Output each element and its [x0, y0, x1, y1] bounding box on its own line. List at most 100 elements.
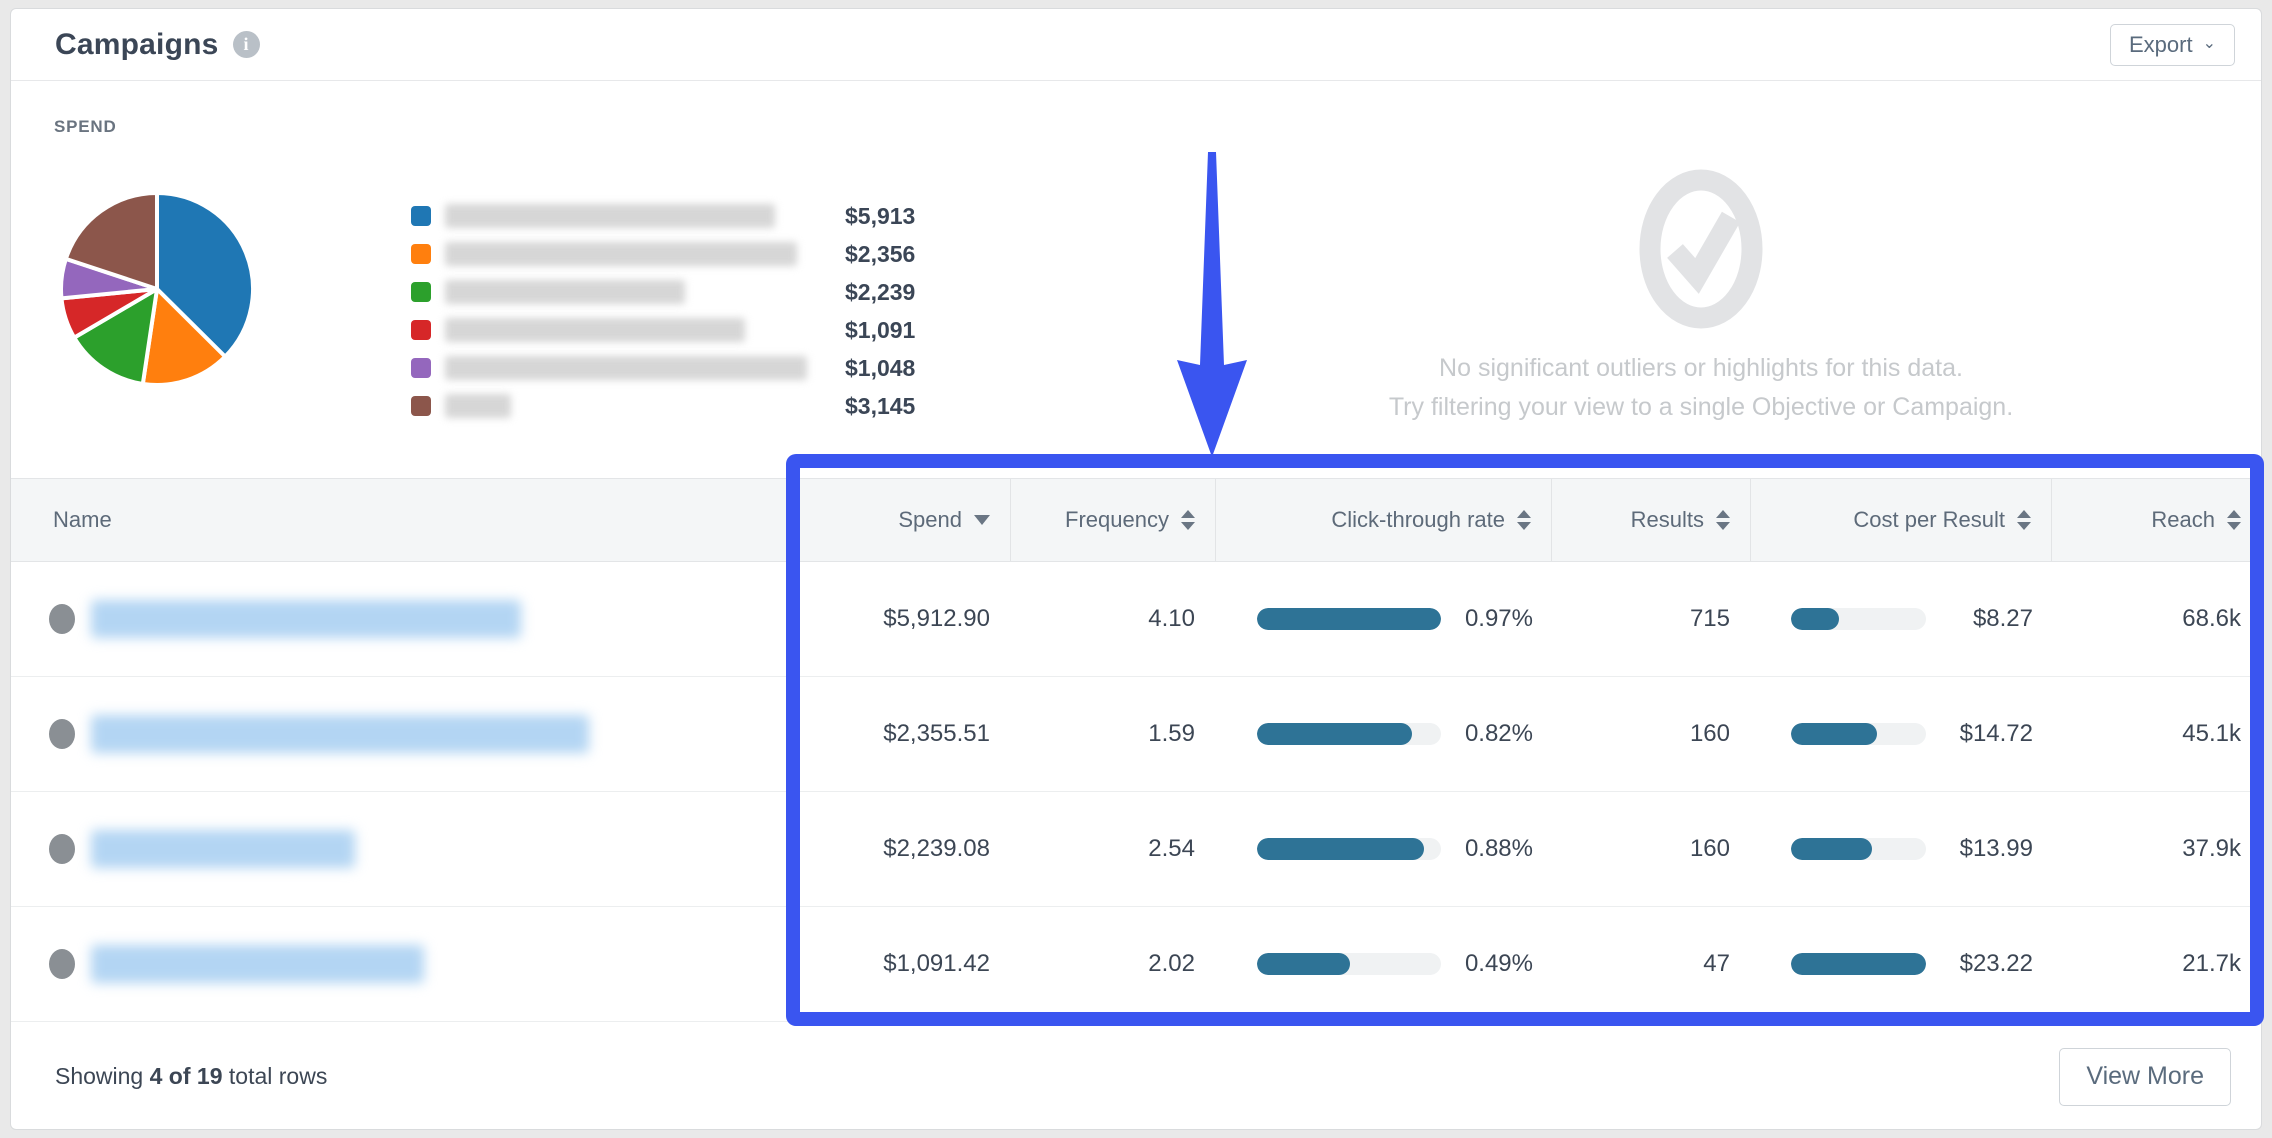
column-label: Frequency [1065, 507, 1169, 532]
pie-slice [72, 287, 159, 386]
column-header-frequency[interactable]: Frequency [1010, 479, 1215, 561]
redacted-legend-label [445, 394, 511, 418]
column-label: Cost per Result [1853, 507, 2005, 532]
column-header-cost-per-result[interactable]: Cost per Result [1750, 479, 2051, 561]
spend-cell: $5,912.90 [883, 605, 990, 632]
chevron-down-icon: ⌄ [2202, 34, 2216, 52]
cpr-bar-track [1791, 953, 1926, 975]
table-row: $2,239.08 2.54 0.88% 160 $13.99 37.9k [11, 792, 2261, 907]
cost-per-result-cell: $14.72 [1750, 677, 2051, 791]
ctr-bar-track [1257, 838, 1441, 860]
column-header-spend[interactable]: Spend [794, 479, 1010, 561]
cpr-bar-track [1791, 723, 1926, 745]
campaign-name-cell[interactable] [11, 792, 794, 906]
legend-item: $3,145 [411, 387, 915, 425]
frequency-cell: 1.59 [1148, 720, 1195, 747]
cpr-value: $8.27 [1972, 605, 2033, 632]
redacted-campaign-name [91, 830, 355, 868]
view-more-label: View More [2086, 1062, 2204, 1090]
cpr-value: $13.99 [1959, 835, 2033, 862]
campaign-name-cell[interactable] [11, 907, 794, 1021]
legend-item: $2,356 [411, 235, 915, 273]
ctr-value: 0.82% [1464, 720, 1533, 747]
legend-label-wrap [445, 204, 845, 228]
ctr-bar-track [1257, 953, 1441, 975]
highlights-empty-state: No significant outliers or highlights fo… [1181, 159, 2221, 427]
ctr-cell: 0.97% [1215, 562, 1551, 676]
campaign-name-cell[interactable] [11, 677, 794, 791]
results-cell: 715 [1689, 605, 1730, 632]
legend-item: $2,239 [411, 273, 915, 311]
legend-label-wrap [445, 318, 845, 342]
status-dot-icon [49, 834, 75, 864]
legend-item: $1,091 [411, 311, 915, 349]
info-icon[interactable]: i [232, 31, 260, 58]
results-cell: 160 [1689, 835, 1730, 862]
ctr-bar-fill [1257, 723, 1413, 745]
redacted-legend-label [445, 204, 775, 228]
ctr-bar-track [1257, 723, 1441, 745]
frequency-cell: 2.54 [1148, 835, 1195, 862]
legend-item: $5,913 [411, 197, 915, 235]
legend-value: $1,048 [845, 354, 916, 381]
sort-both-icon [1716, 510, 1730, 530]
pie-legend: $5,913 $2,356 $2,239 $1,091 $1,048 [411, 197, 915, 425]
sort-desc-icon [974, 515, 990, 525]
row-count-status: Showing 4 of 19 total rows [55, 1063, 327, 1090]
cpr-bar-fill [1791, 953, 1926, 975]
export-button[interactable]: Export ⌄ [2110, 23, 2235, 66]
redacted-legend-label [445, 356, 807, 380]
table-row: $1,091.42 2.02 0.49% 47 $23.22 21.7k [11, 907, 2261, 1022]
redacted-campaign-name [91, 715, 589, 753]
widget-header: Campaigns i Export ⌄ [11, 9, 2261, 81]
cost-per-result-cell: $13.99 [1750, 792, 2051, 906]
export-button-label: Export [2129, 31, 2193, 57]
reach-cell: 21.7k [2182, 950, 2241, 977]
cpr-bar-fill [1791, 608, 1840, 630]
redacted-legend-label [445, 318, 745, 342]
redacted-legend-label [445, 242, 797, 266]
ctr-value: 0.97% [1464, 605, 1533, 632]
cpr-bar-fill [1791, 838, 1873, 860]
legend-label-wrap [445, 280, 845, 304]
column-header-ctr[interactable]: Click-through rate [1215, 479, 1551, 561]
legend-item: $1,048 [411, 349, 915, 387]
pie-slice [140, 287, 228, 387]
pie-chart-svg [59, 191, 255, 387]
cpr-bar-track [1791, 608, 1926, 630]
table-row: $5,912.90 4.10 0.97% 715 $8.27 68.6k [11, 562, 2261, 677]
column-label: Spend [898, 507, 962, 532]
legend-swatch [411, 396, 431, 416]
redacted-legend-label [445, 280, 685, 304]
ctr-bar-fill [1257, 608, 1441, 630]
results-cell: 47 [1703, 950, 1730, 977]
sort-both-icon [2227, 510, 2241, 530]
spend-section: SPEND $5,913 $2,356 $2,239 [11, 81, 2261, 478]
column-header-reach[interactable]: Reach [2051, 479, 2261, 561]
table-row: $2,355.51 1.59 0.82% 160 $14.72 45.1k [11, 677, 2261, 792]
legend-value: $2,239 [845, 278, 916, 305]
spend-cell: $2,239.08 [883, 835, 990, 862]
ctr-bar-fill [1257, 953, 1350, 975]
sort-both-icon [2017, 510, 2031, 530]
column-header-results[interactable]: Results [1551, 479, 1750, 561]
campaign-name-cell[interactable] [11, 562, 794, 676]
legend-label-wrap [445, 356, 845, 380]
column-label: Name [53, 507, 112, 532]
legend-swatch [411, 320, 431, 340]
row-count-prefix: Showing [55, 1063, 150, 1089]
reach-cell: 68.6k [2182, 605, 2241, 632]
redacted-campaign-name [91, 945, 424, 983]
pie-slice [155, 191, 255, 359]
legend-value: $1,091 [845, 316, 916, 343]
status-dot-icon [49, 719, 75, 749]
table-footer: Showing 4 of 19 total rows View More [11, 1022, 2261, 1131]
reach-cell: 37.9k [2182, 835, 2241, 862]
cpr-value: $23.22 [1959, 950, 2033, 977]
column-header-name[interactable]: Name [11, 479, 794, 561]
view-more-button[interactable]: View More [2059, 1047, 2231, 1106]
legend-swatch [411, 358, 431, 378]
ctr-bar-fill [1257, 838, 1424, 860]
legend-value: $3,145 [845, 392, 916, 419]
pie-slice [63, 191, 159, 291]
